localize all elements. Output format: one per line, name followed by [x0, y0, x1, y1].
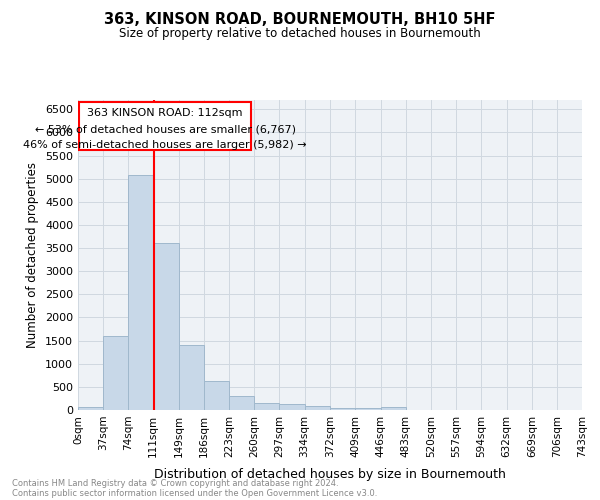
Text: Contains public sector information licensed under the Open Government Licence v3: Contains public sector information licen… — [12, 488, 377, 498]
Text: 363 KINSON ROAD: 112sqm: 363 KINSON ROAD: 112sqm — [88, 108, 243, 118]
Bar — [229, 396, 254, 410]
Bar — [254, 402, 280, 410]
Bar — [380, 407, 406, 410]
Text: ← 53% of detached houses are smaller (6,767): ← 53% of detached houses are smaller (6,… — [35, 124, 296, 134]
Bar — [78, 406, 103, 410]
Text: Contains HM Land Registry data © Crown copyright and database right 2024.: Contains HM Land Registry data © Crown c… — [12, 478, 338, 488]
Bar — [103, 336, 128, 410]
Bar — [153, 244, 179, 410]
Text: Size of property relative to detached houses in Bournemouth: Size of property relative to detached ho… — [119, 28, 481, 40]
Bar — [355, 408, 380, 410]
Bar — [128, 175, 153, 410]
Text: 363, KINSON ROAD, BOURNEMOUTH, BH10 5HF: 363, KINSON ROAD, BOURNEMOUTH, BH10 5HF — [104, 12, 496, 28]
Text: 46% of semi-detached houses are larger (5,982) →: 46% of semi-detached houses are larger (… — [23, 140, 307, 150]
Bar — [280, 404, 305, 410]
Bar — [204, 382, 229, 410]
X-axis label: Distribution of detached houses by size in Bournemouth: Distribution of detached houses by size … — [154, 468, 506, 481]
Bar — [179, 345, 204, 410]
Bar — [305, 406, 331, 410]
Bar — [79, 102, 251, 150]
Bar — [331, 408, 355, 410]
Y-axis label: Number of detached properties: Number of detached properties — [26, 162, 40, 348]
